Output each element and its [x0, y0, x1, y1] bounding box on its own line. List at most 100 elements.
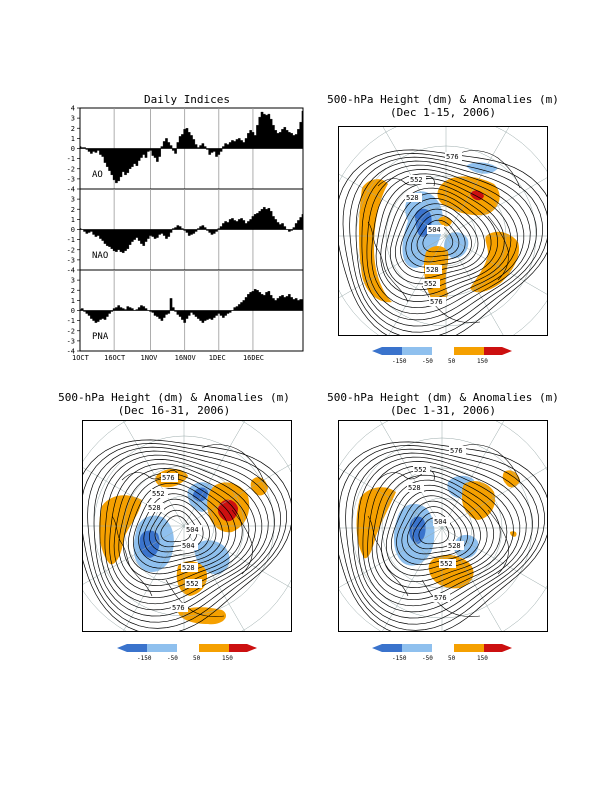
- legend-swatch-strong-positive: [229, 644, 247, 652]
- contour-label-bg: [427, 225, 444, 234]
- height-contour: [338, 445, 545, 631]
- y-tick-label: 3: [71, 115, 75, 123]
- map-frame: [338, 126, 548, 336]
- meridian-line: [445, 235, 548, 296]
- y-tick-label: -3: [67, 256, 75, 264]
- legend-label: 50: [193, 655, 201, 662]
- legend-arrow-right: [502, 644, 512, 652]
- anomaly-positive: [250, 477, 268, 496]
- map-frame: [82, 420, 292, 632]
- meridian-line: [441, 420, 505, 529]
- y-tick-label: 2: [71, 287, 75, 295]
- anomaly-negative: [466, 162, 498, 174]
- height-contour: [407, 506, 462, 555]
- map3-anomaly-legend: -150 -50 50 150: [372, 644, 512, 662]
- height-contour: [109, 463, 256, 599]
- contour-label: 528: [426, 266, 439, 274]
- height-contour: [380, 182, 505, 296]
- map-frame: [338, 420, 548, 632]
- index-panel-nao: 3 2 1 0 -1 -2 -3 -4 NAO: [67, 188, 304, 275]
- coastline: [377, 176, 435, 187]
- height-contour: [396, 495, 475, 565]
- legend-swatch-strong-positive: [484, 347, 502, 355]
- map-content: 576 552 528 504 528 552 576: [338, 420, 548, 632]
- coastline: [367, 515, 409, 597]
- contour-label: 552: [440, 560, 453, 568]
- indices-title: Daily Indices: [143, 93, 231, 106]
- legend-swatch-strong-negative: [382, 644, 402, 652]
- x-tick-label: 1DEC: [209, 354, 226, 362]
- anomaly-positive: [462, 481, 496, 520]
- legend-swatch-strong-negative: [382, 347, 402, 355]
- height-contour: [357, 456, 527, 613]
- meridian-line: [387, 235, 447, 336]
- anomaly-strong-positive: [217, 499, 238, 522]
- coastline: [421, 579, 481, 618]
- legend-swatch-strong-positive: [484, 644, 502, 652]
- legend-swatch-positive: [454, 644, 484, 652]
- y-tick-label: -3: [67, 175, 75, 183]
- height-contour: [422, 225, 454, 253]
- legend-arrow-left: [372, 347, 382, 355]
- meridian-line: [381, 527, 443, 632]
- y-tick-label: -2: [67, 246, 75, 254]
- contour-label-bg: [185, 525, 202, 534]
- y-tick-label: 3: [71, 196, 75, 204]
- contour-label: 528: [148, 504, 161, 512]
- height-contour: [138, 493, 217, 563]
- series-label-ao: AO: [92, 170, 103, 180]
- height-contour: [113, 468, 250, 592]
- legend-arrow-right: [247, 644, 257, 652]
- contour-label: 504: [182, 542, 195, 550]
- map1-subtitle: (Dec 1-15, 2006): [390, 106, 496, 119]
- y-tick-label: 2: [71, 206, 75, 214]
- height-contour: [123, 477, 237, 581]
- meridian-line: [338, 235, 447, 299]
- index-panel-pna: 3 2 1 0 -1 -2 -3 -4 PNA: [67, 269, 304, 356]
- contour-label-bg: [423, 279, 440, 288]
- legend-label: 50: [448, 655, 456, 662]
- map-content: 576 552 528 504 528 552 576: [338, 126, 548, 336]
- legend-arrow-left: [372, 644, 382, 652]
- y-tick-label: 0: [71, 226, 75, 234]
- contour-label-bg: [181, 541, 198, 550]
- contour-label-bg: [409, 175, 426, 184]
- contour-label-bg: [413, 465, 430, 474]
- anomaly-positive: [359, 179, 392, 303]
- y-tick-label: 1: [71, 297, 75, 305]
- height-contour: [385, 187, 499, 291]
- contour-label-bg: [447, 541, 464, 550]
- y-tick-label: 4: [71, 105, 75, 113]
- coastline: [201, 444, 265, 483]
- height-contour: [143, 498, 210, 558]
- map2-subtitle: (Dec 16-31, 2006): [117, 404, 231, 417]
- anomaly-strong-positive: [470, 190, 484, 201]
- legend-label: -150: [137, 655, 152, 662]
- y-tick-label: -1: [67, 155, 75, 163]
- meridian-line: [445, 126, 510, 237]
- map3-subtitle: (Dec 1-31, 2006): [390, 404, 496, 417]
- anomaly-positive: [437, 176, 500, 216]
- contour-label-bg: [181, 563, 198, 572]
- meridian-line: [183, 420, 246, 527]
- height-contour: [412, 511, 456, 550]
- index-panel-ao: 4 3 2 1 0 -1 -2 -3 -4 AO: [67, 105, 304, 194]
- contour-label-bg: [425, 265, 442, 274]
- meridian-line: [122, 525, 185, 632]
- height-contour: [338, 149, 548, 336]
- map1-title: 500-hPa Height (dm) & Anomalies (m): [327, 93, 559, 106]
- y-tick-label: 0: [71, 307, 75, 315]
- x-tick-label: 16OCT: [104, 354, 126, 362]
- height-contour: [405, 208, 472, 268]
- map-dec-1-31: 576 552 528 504 528 552 576: [338, 420, 548, 632]
- height-contour: [400, 203, 479, 273]
- contour-label: 552: [186, 580, 199, 588]
- coastline: [457, 150, 521, 189]
- height-contour: [132, 488, 223, 569]
- meridian-line: [441, 527, 548, 590]
- height-contour: [371, 173, 518, 309]
- height-contour: [362, 461, 521, 607]
- height-contour: [416, 219, 460, 258]
- anomaly-positive: [502, 470, 520, 488]
- contour-label-bg: [147, 503, 164, 512]
